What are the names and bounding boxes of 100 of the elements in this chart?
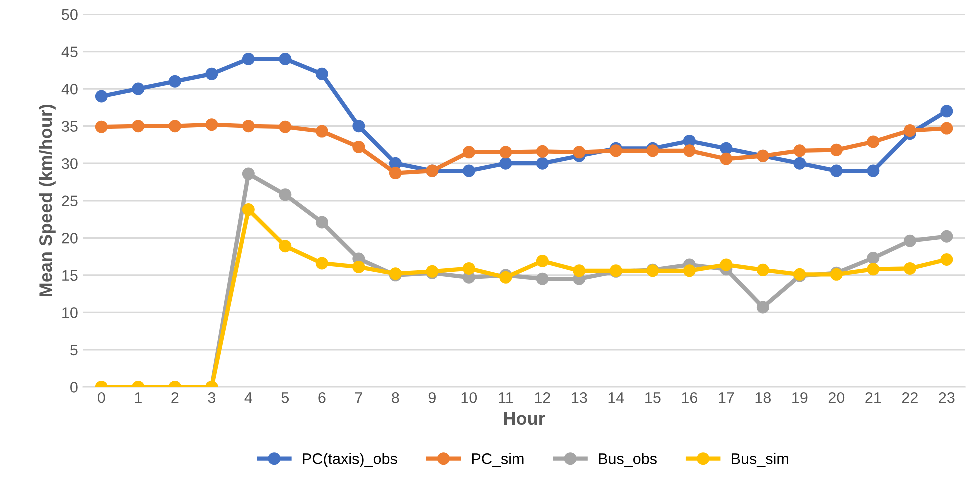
point xyxy=(168,75,182,88)
point xyxy=(573,146,586,159)
x-tick-label: 16 xyxy=(682,392,698,404)
y-tick-label: 25 xyxy=(62,196,78,207)
point xyxy=(462,164,476,178)
x-tick-label: 9 xyxy=(428,392,436,404)
y-tick-label: 5 xyxy=(70,344,78,356)
point xyxy=(316,125,328,138)
point xyxy=(867,136,880,148)
x-tick-label: 11 xyxy=(499,392,514,404)
x-tick-label: 13 xyxy=(572,392,588,404)
point xyxy=(279,120,292,134)
x-axis-title: Hour xyxy=(504,412,546,426)
point xyxy=(867,164,880,178)
y-tick-label: 50 xyxy=(62,9,78,20)
point xyxy=(867,263,880,276)
x-tick-label: 5 xyxy=(282,392,290,404)
point xyxy=(279,188,292,202)
x-tick-label: 17 xyxy=(719,392,734,404)
point xyxy=(794,157,806,170)
point xyxy=(242,204,255,216)
point xyxy=(242,168,255,180)
x-tick-label: 15 xyxy=(646,392,661,404)
x-tick-label: 10 xyxy=(462,392,478,404)
x-tick-label: 12 xyxy=(535,392,550,404)
legend-label: Bus_obs xyxy=(599,453,657,468)
x-tick-label: 21 xyxy=(866,392,882,404)
point xyxy=(536,145,549,158)
x-tick-label: 22 xyxy=(902,392,918,404)
point xyxy=(279,240,292,253)
point xyxy=(132,120,145,133)
point xyxy=(279,52,292,66)
point xyxy=(720,152,733,166)
x-tick-label: 7 xyxy=(355,392,362,404)
point xyxy=(904,124,916,138)
y-tick-label: 20 xyxy=(62,232,78,244)
y-tick-label: 0 xyxy=(70,382,78,393)
point xyxy=(316,257,328,270)
point xyxy=(206,68,218,80)
y-axis-title: Mean Speed (km/hour) xyxy=(39,104,56,296)
point xyxy=(830,144,843,156)
y-tick-label: 30 xyxy=(62,158,78,170)
point xyxy=(940,253,954,266)
point xyxy=(720,258,733,272)
x-tick-label: 3 xyxy=(208,392,216,404)
point xyxy=(168,120,182,133)
legend-label: PC(taxis)_obs xyxy=(303,453,398,468)
point xyxy=(756,264,770,276)
x-tick-label: 2 xyxy=(172,392,179,404)
point xyxy=(132,82,145,96)
point xyxy=(720,142,733,155)
point xyxy=(316,68,328,80)
point xyxy=(646,144,660,158)
x-tick-label: 14 xyxy=(608,392,624,404)
y-tick-label: 40 xyxy=(62,84,78,95)
y-tick-label: 15 xyxy=(62,270,78,282)
point xyxy=(536,254,549,268)
legend-label: Bus_sim xyxy=(732,453,788,468)
point xyxy=(500,157,512,170)
point xyxy=(830,164,843,178)
point xyxy=(756,301,770,314)
point xyxy=(536,272,549,286)
x-tick-label: 19 xyxy=(792,392,808,404)
point xyxy=(904,234,916,248)
x-tick-label: 8 xyxy=(392,392,400,404)
point xyxy=(462,146,476,159)
point xyxy=(95,90,108,103)
point xyxy=(940,122,954,135)
x-tick-label: 0 xyxy=(98,392,106,404)
point xyxy=(794,144,806,158)
point xyxy=(95,120,108,134)
x-tick-label: 6 xyxy=(318,392,326,404)
point xyxy=(242,52,255,66)
y-tick-label: 45 xyxy=(62,46,78,58)
point xyxy=(610,144,622,158)
point xyxy=(352,120,366,133)
x-tick-label: 1 xyxy=(135,392,142,404)
x-tick-label: 23 xyxy=(939,392,955,404)
x-tick-label: 20 xyxy=(828,392,845,404)
point xyxy=(536,157,549,170)
x-tick-label: 18 xyxy=(756,392,772,404)
point xyxy=(352,140,366,154)
point xyxy=(683,144,696,158)
point xyxy=(940,105,954,118)
point xyxy=(500,146,512,159)
point xyxy=(389,167,402,180)
point xyxy=(683,264,696,278)
point xyxy=(316,216,328,229)
point xyxy=(904,262,916,275)
legend-label: PC_sim xyxy=(472,453,524,468)
x-tick-label: 4 xyxy=(244,392,252,404)
point xyxy=(242,120,255,133)
y-tick-label: 10 xyxy=(62,308,78,318)
point xyxy=(940,230,954,243)
point xyxy=(352,260,366,274)
point xyxy=(867,252,880,265)
point xyxy=(462,262,476,275)
point xyxy=(206,118,218,132)
point xyxy=(573,264,586,278)
y-tick-label: 35 xyxy=(62,121,78,132)
